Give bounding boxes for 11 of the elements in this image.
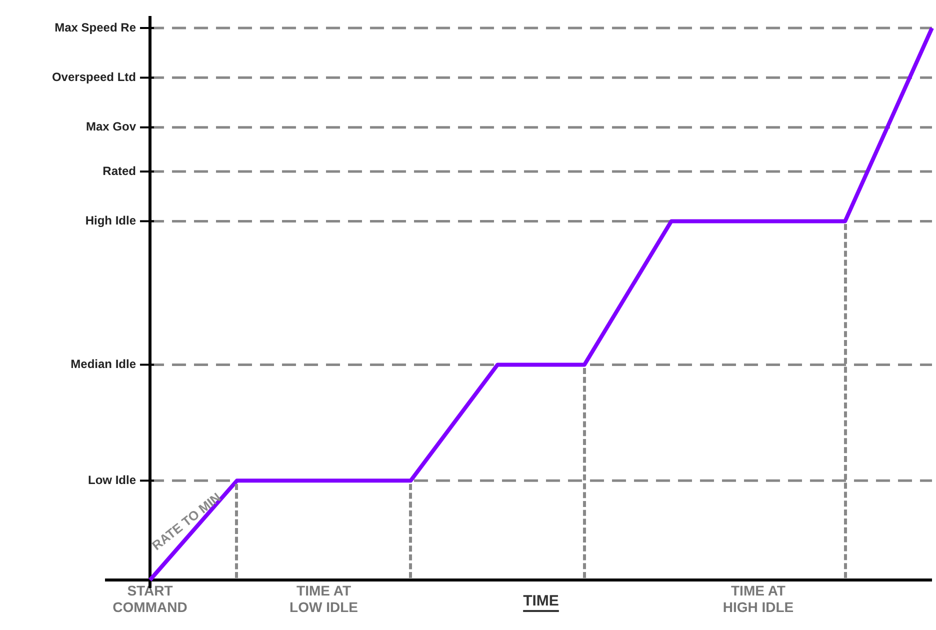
ref-line-label: Max Gov: [86, 120, 136, 134]
x-axis-title: TIME: [523, 592, 559, 610]
ref-line-label: Max Speed Re: [54, 20, 136, 34]
x-tick-label: START COMMAND: [112, 582, 188, 616]
ref-line-label: Overspeed Ltd: [52, 70, 136, 84]
ref-line-label: Rated: [102, 164, 136, 178]
ref-line-label: High Idle: [85, 214, 136, 228]
x-tick-label: TIME AT LOW IDLE: [290, 582, 358, 616]
x-tick-label: TIME AT HIGH IDLE: [722, 582, 794, 616]
ref-line-label: Median Idle: [70, 357, 136, 372]
ref-line-label: Low Idle: [88, 472, 136, 487]
